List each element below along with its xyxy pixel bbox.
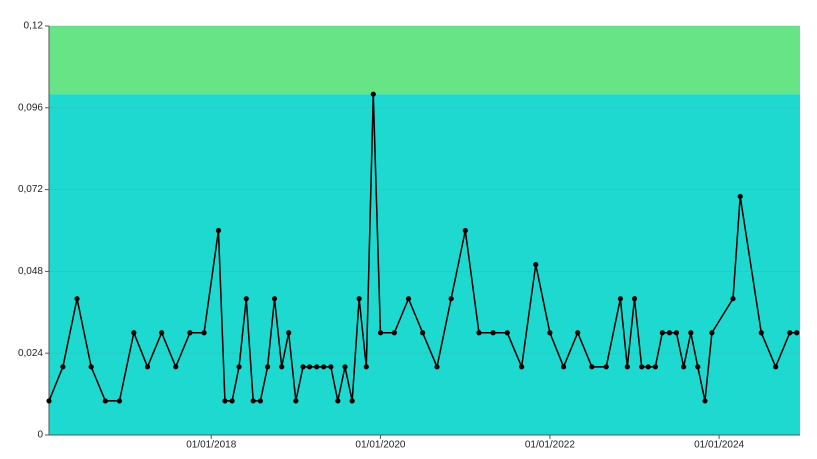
point <box>462 227 468 234</box>
point <box>314 364 320 370</box>
y-tick-label: 0,072 <box>18 184 43 195</box>
point <box>293 398 299 404</box>
point <box>405 296 412 302</box>
point <box>448 296 454 302</box>
point <box>737 193 743 200</box>
point <box>709 330 715 336</box>
point <box>74 296 80 302</box>
point <box>575 330 581 336</box>
point <box>631 296 638 302</box>
point <box>730 296 736 302</box>
point <box>88 364 94 370</box>
point <box>46 398 52 404</box>
point <box>229 398 235 404</box>
point <box>257 398 263 404</box>
point <box>377 330 384 336</box>
point <box>420 330 426 336</box>
point <box>131 330 137 336</box>
y-tick-label: 0,096 <box>18 102 43 113</box>
point <box>476 330 482 336</box>
point <box>702 398 708 404</box>
point <box>639 364 645 370</box>
point <box>695 364 701 370</box>
point <box>603 364 609 370</box>
x-tick-label: 01/01/2022 <box>525 440 575 451</box>
point <box>547 330 553 336</box>
point <box>243 296 249 302</box>
y-tick-label: 0,048 <box>18 266 43 277</box>
band <box>49 94 800 436</box>
band <box>49 26 800 95</box>
point <box>652 364 658 370</box>
point <box>490 330 496 336</box>
point <box>349 398 355 404</box>
point <box>102 398 108 404</box>
point <box>335 398 341 404</box>
point <box>659 330 665 336</box>
y-tick-label: 0 <box>37 430 43 441</box>
point <box>144 364 151 370</box>
point <box>116 398 123 404</box>
point <box>222 398 228 404</box>
point <box>533 261 539 268</box>
point <box>321 364 327 370</box>
point <box>363 364 369 370</box>
point <box>758 330 764 336</box>
point <box>504 330 510 336</box>
point <box>187 330 193 336</box>
point <box>794 330 800 336</box>
point <box>173 364 179 370</box>
y-tick-label: 0,024 <box>18 348 43 359</box>
x-tick-label: 01/01/2018 <box>186 440 236 451</box>
point <box>773 364 779 370</box>
x-tick-label: 01/01/2024 <box>694 440 744 451</box>
point <box>519 364 525 370</box>
y-tick-label: 0,12 <box>24 21 44 32</box>
point <box>624 364 630 370</box>
point <box>342 364 348 370</box>
point <box>673 330 680 336</box>
point <box>271 296 278 302</box>
point <box>681 364 687 370</box>
point <box>60 364 66 370</box>
x-tick-label: 01/01/2020 <box>355 440 405 451</box>
point <box>201 330 207 336</box>
point <box>666 330 673 336</box>
point <box>560 364 567 370</box>
point <box>279 364 285 370</box>
point <box>617 296 623 302</box>
point <box>264 364 271 370</box>
point <box>300 364 306 370</box>
point <box>370 91 376 97</box>
point <box>250 398 256 404</box>
point <box>159 330 165 336</box>
point <box>589 364 595 370</box>
point <box>328 364 334 370</box>
point <box>787 330 793 336</box>
point <box>286 330 292 336</box>
point <box>645 364 651 370</box>
point <box>391 330 397 336</box>
point <box>306 364 313 370</box>
point <box>434 364 440 370</box>
point <box>215 227 222 234</box>
point <box>688 330 694 336</box>
point <box>236 364 242 370</box>
point <box>356 296 362 302</box>
